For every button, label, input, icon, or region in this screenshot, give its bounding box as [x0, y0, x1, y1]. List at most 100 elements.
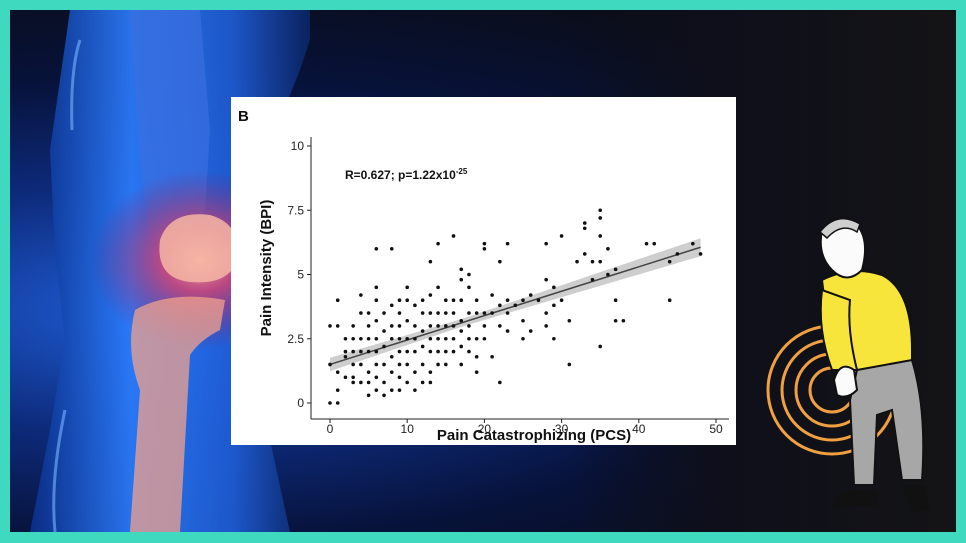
data-point [359, 349, 363, 354]
y-axis-title: Pain Intensity (BPI) [258, 200, 275, 337]
data-point [397, 362, 402, 367]
data-point [351, 380, 355, 385]
data-point [459, 267, 464, 272]
data-point [536, 298, 541, 302]
data-point [374, 318, 379, 323]
data-point [343, 349, 348, 354]
data-point [459, 362, 464, 367]
data-point [389, 354, 394, 359]
data-point [482, 324, 487, 328]
data-point [474, 298, 479, 302]
data-point [389, 303, 394, 308]
data-point [444, 311, 448, 315]
old-man-knee-pain-illustration [766, 217, 930, 512]
data-point [567, 318, 572, 323]
data-point [459, 329, 464, 333]
data-point [397, 298, 402, 302]
data-point [382, 380, 386, 385]
p-exponent: -25 [456, 167, 468, 176]
data-point [366, 336, 371, 341]
data-point [559, 298, 564, 302]
data-point [389, 247, 394, 251]
data-point [451, 234, 456, 238]
data-point [451, 324, 456, 328]
data-point [582, 252, 587, 256]
data-point [413, 349, 417, 354]
data-point [359, 336, 363, 341]
data-point [328, 324, 332, 328]
data-point [436, 349, 440, 354]
data-point [459, 298, 464, 302]
data-point [343, 375, 348, 380]
data-point [405, 298, 409, 302]
data-point [482, 241, 487, 246]
data-point [374, 362, 379, 367]
data-point [474, 336, 479, 341]
data-point [513, 303, 518, 308]
data-point [436, 311, 440, 315]
data-point [389, 388, 394, 392]
data-point [420, 380, 425, 385]
data-point [436, 362, 440, 367]
data-point [698, 252, 703, 256]
data-point [474, 311, 479, 315]
data-point [505, 298, 510, 302]
data-point [351, 324, 355, 328]
data-point [397, 375, 402, 380]
data-point [335, 388, 340, 392]
data-point [382, 362, 386, 367]
scatter-chart-panel: B 0 2.5 5 7.5 10 0 10 20 30 40 50 R=0.627; p=1.22… [231, 97, 736, 445]
data-point [413, 336, 417, 341]
data-point [590, 277, 595, 282]
y-tick-label: 0 [297, 396, 304, 410]
data-point [405, 349, 409, 354]
x-ticks: 0 10 20 30 40 50 [327, 419, 723, 436]
data-point [606, 272, 610, 277]
data-point [482, 311, 487, 315]
data-point [335, 298, 340, 302]
data-point [444, 362, 448, 367]
video-frame: B 0 2.5 5 7.5 10 0 10 20 30 40 50 R=0.627; p=1.22… [10, 10, 956, 532]
data-point [405, 336, 409, 341]
data-point [413, 324, 417, 328]
data-point [498, 259, 502, 264]
data-point [397, 388, 402, 392]
data-point [474, 354, 479, 359]
data-point [335, 370, 340, 374]
data-point [567, 362, 572, 367]
data-point [405, 380, 409, 385]
data-point [343, 354, 348, 359]
data-point [505, 329, 510, 333]
data-point [420, 311, 425, 315]
data-point [335, 401, 340, 405]
data-point [482, 336, 487, 341]
data-point [498, 324, 502, 328]
data-point [428, 336, 433, 341]
data-point [444, 298, 448, 302]
data-point [451, 311, 456, 315]
data-point [420, 329, 425, 333]
data-point [552, 285, 556, 290]
data-point [582, 221, 587, 225]
data-point [691, 241, 695, 246]
data-point [351, 362, 355, 367]
data-point [382, 311, 386, 315]
data-point [405, 318, 409, 323]
data-point [436, 324, 440, 328]
data-point [359, 311, 363, 315]
data-point [335, 324, 340, 328]
data-point [420, 298, 425, 302]
data-point [490, 354, 494, 359]
data-point [366, 349, 371, 354]
y-tick-label: 2.5 [287, 332, 304, 346]
data-point [366, 393, 371, 398]
data-point [582, 226, 587, 231]
data-point [505, 311, 510, 315]
data-point [374, 349, 379, 354]
data-point [521, 298, 525, 302]
data-point [490, 293, 494, 297]
panel-letter: B [238, 108, 249, 125]
data-point [428, 370, 433, 374]
y-ticks: 0 2.5 5 7.5 10 [287, 139, 311, 410]
data-point [374, 298, 379, 302]
